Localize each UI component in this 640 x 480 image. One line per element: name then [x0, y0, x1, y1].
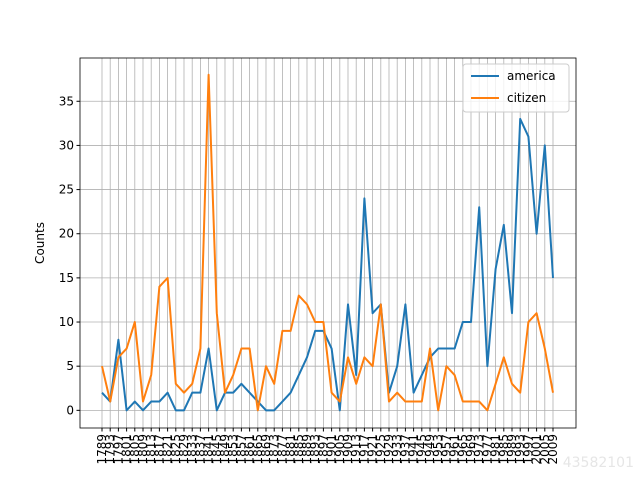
x-tick-label: 1969: [464, 434, 478, 465]
y-tick-label: 15: [59, 271, 74, 285]
x-tick-label: 1901: [325, 434, 339, 465]
x-tick-label: 1997: [521, 434, 535, 465]
x-tick-label: 2009: [546, 434, 560, 465]
x-tick-label: 1989: [505, 434, 519, 465]
x-tick-label: 1881: [284, 434, 298, 465]
x-tick-label: 1817: [152, 434, 166, 465]
y-tick-label: 20: [59, 227, 74, 241]
x-tick-label: 1869: [259, 434, 273, 465]
plot-frame: [79, 57, 577, 429]
x-tick-label: 1961: [448, 434, 462, 465]
x-tick-label: 1797: [111, 434, 125, 465]
x-tick-label: 1805: [128, 434, 142, 465]
x-tick-label: 1965: [456, 434, 470, 465]
x-tick-label: 1829: [177, 434, 191, 465]
y-tick-label: 5: [66, 359, 74, 373]
x-tick-label: 1809: [136, 434, 150, 465]
x-tick-label: 1917: [357, 434, 371, 465]
x-tick-label: 1885: [292, 434, 306, 465]
x-tick-label: 1897: [316, 434, 330, 465]
x-tick-label: 1973: [472, 434, 486, 465]
x-tick-label: 1985: [497, 434, 511, 465]
x-tick-label: 1945: [415, 434, 429, 465]
x-tick-label: 1845: [210, 434, 224, 465]
data-line: [101, 73, 554, 412]
x-tick-label: 1893: [308, 434, 322, 465]
legend-label: america: [507, 69, 556, 83]
x-tick-label: 1953: [431, 434, 445, 465]
x-tick-label: 1873: [267, 434, 281, 465]
y-tick-label: 25: [59, 183, 74, 197]
x-tick-label: 2001: [530, 434, 544, 465]
x-tick-label: 1905: [333, 434, 347, 465]
y-tick-label: 10: [59, 315, 74, 329]
x-tick-label: 1981: [489, 434, 503, 465]
x-tick-label: 1957: [439, 434, 453, 465]
x-tick-label: 1949: [423, 434, 437, 465]
x-tick-label: 1933: [390, 434, 404, 465]
x-tick-label: 1929: [382, 434, 396, 465]
watermark: 43582101: [563, 455, 634, 471]
x-tick-label: 1825: [169, 434, 183, 465]
x-tick-label: 1821: [161, 434, 175, 465]
x-tick-label: 1921: [366, 434, 380, 465]
x-tick-label: 1857: [234, 434, 248, 465]
x-tick-label: 1877: [275, 434, 289, 465]
y-tick-label: 35: [59, 94, 74, 108]
x-tick-label: 1789: [95, 434, 109, 465]
legend-label: citizen: [507, 91, 546, 105]
data-line: [101, 117, 554, 412]
x-tick-label: 1841: [202, 434, 216, 465]
x-tick-label: 1849: [218, 434, 232, 465]
x-tick-label: 1865: [251, 434, 265, 465]
x-tick-label: 1801: [120, 434, 134, 465]
x-tick-label: 1861: [243, 434, 257, 465]
x-tick-label: 2005: [538, 434, 552, 465]
x-tick-label: 1993: [513, 434, 527, 465]
x-tick-label: 1937: [398, 434, 412, 465]
x-tick-label: 1977: [480, 434, 494, 465]
x-tick-label: 1837: [193, 434, 207, 465]
x-tick-label: 1925: [374, 434, 388, 465]
x-tick-label: 1913: [349, 434, 363, 465]
y-axis-label: Counts: [33, 222, 47, 264]
x-tick-label: 1793: [103, 434, 117, 465]
x-tick-label: 1813: [144, 434, 158, 465]
x-tick-label: 1909: [341, 434, 355, 465]
x-tick-label: 1889: [300, 434, 314, 465]
x-tick-label: 1853: [226, 434, 240, 465]
y-tick-label: 30: [59, 138, 74, 152]
x-tick-label: 1941: [407, 434, 421, 465]
x-tick-label: 1833: [185, 434, 199, 465]
y-tick-label: 0: [66, 403, 74, 417]
